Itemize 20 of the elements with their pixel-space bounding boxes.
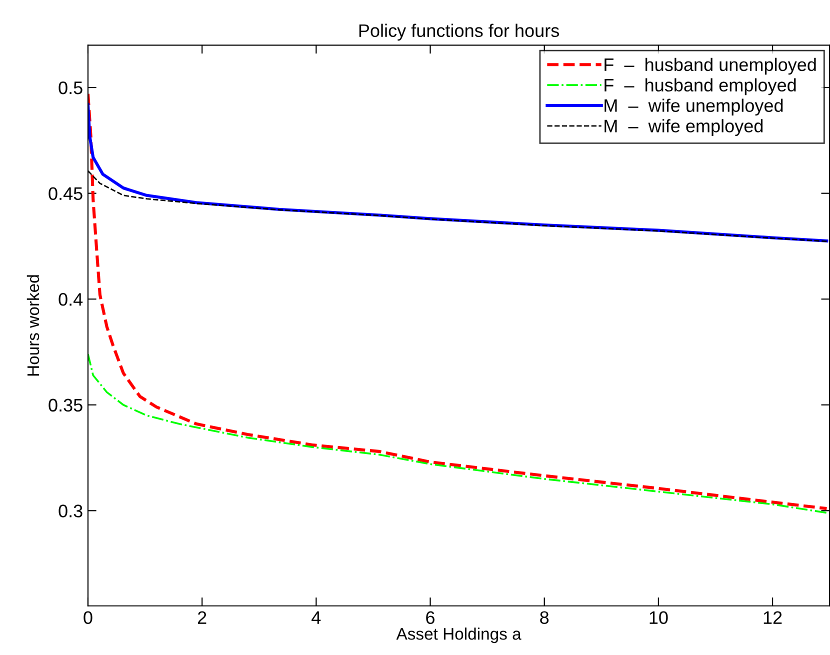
y-tick-label: 0.45 — [48, 187, 82, 200]
x-tick-label: 12 — [764, 611, 782, 624]
x-tick-label: 2 — [198, 611, 206, 624]
x-tick-label: 10 — [650, 611, 668, 624]
x-tick-label: 4 — [312, 611, 321, 624]
legend-label: F – husband employed — [604, 78, 796, 96]
x-tick-label: 0 — [84, 611, 92, 624]
x-tick-label: 8 — [540, 611, 549, 624]
y-tick-label: 0.4 — [58, 293, 83, 306]
x-axis-title: Asset Holdings a — [396, 628, 522, 644]
y-tick-label: 0.5 — [58, 81, 82, 94]
x-tick-label: 6 — [426, 611, 434, 624]
line-series — [88, 353, 828, 514]
chart-title: Policy functions for hours — [359, 24, 559, 41]
legend-label: M – wife unemployed — [604, 98, 783, 116]
y-tick-label: 0.35 — [48, 398, 82, 412]
y-tick-label: 0.3 — [58, 504, 82, 518]
y-axis-title: Hours worked — [26, 275, 40, 376]
legend-label: M – wife employed — [604, 119, 763, 136]
legend-label: F – husband unemployed — [604, 58, 816, 75]
